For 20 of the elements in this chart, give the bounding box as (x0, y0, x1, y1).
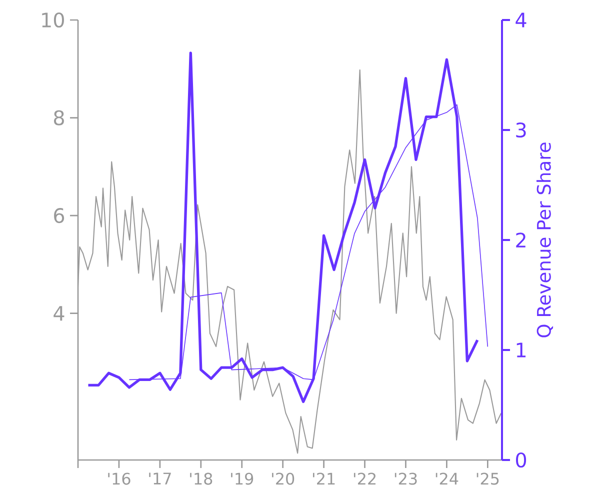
x-tick-label: '16 (108, 472, 130, 485)
x-tick-label: '24 (436, 472, 458, 485)
y2-tick-label: 0 (516, 452, 526, 468)
x-tick-label: '25 (476, 472, 499, 485)
y2-axis-title: Q Revenue Per Share (536, 142, 554, 338)
y2-tick-label: 2 (516, 232, 526, 248)
y-tick-label: 6 (54, 208, 64, 224)
y2-tick-label: 4 (516, 12, 526, 28)
x-tick-label: '17 (149, 472, 171, 484)
x-tick-label: '18 (190, 472, 212, 485)
x-tick-label: '22 (354, 472, 376, 485)
x-tick-label: '23 (394, 472, 417, 485)
y-tick-label: 4 (54, 306, 64, 321)
y2-tick-label: 3 (516, 122, 526, 138)
x-tick-label: '21 (313, 472, 335, 485)
x-tick-label: '20 (272, 472, 294, 485)
y-tick-label: 8 (54, 110, 64, 126)
x-tick-label: '19 (231, 472, 254, 485)
y2-tick-label: 1 (516, 342, 526, 358)
y-tick-label: 10 (42, 12, 64, 28)
